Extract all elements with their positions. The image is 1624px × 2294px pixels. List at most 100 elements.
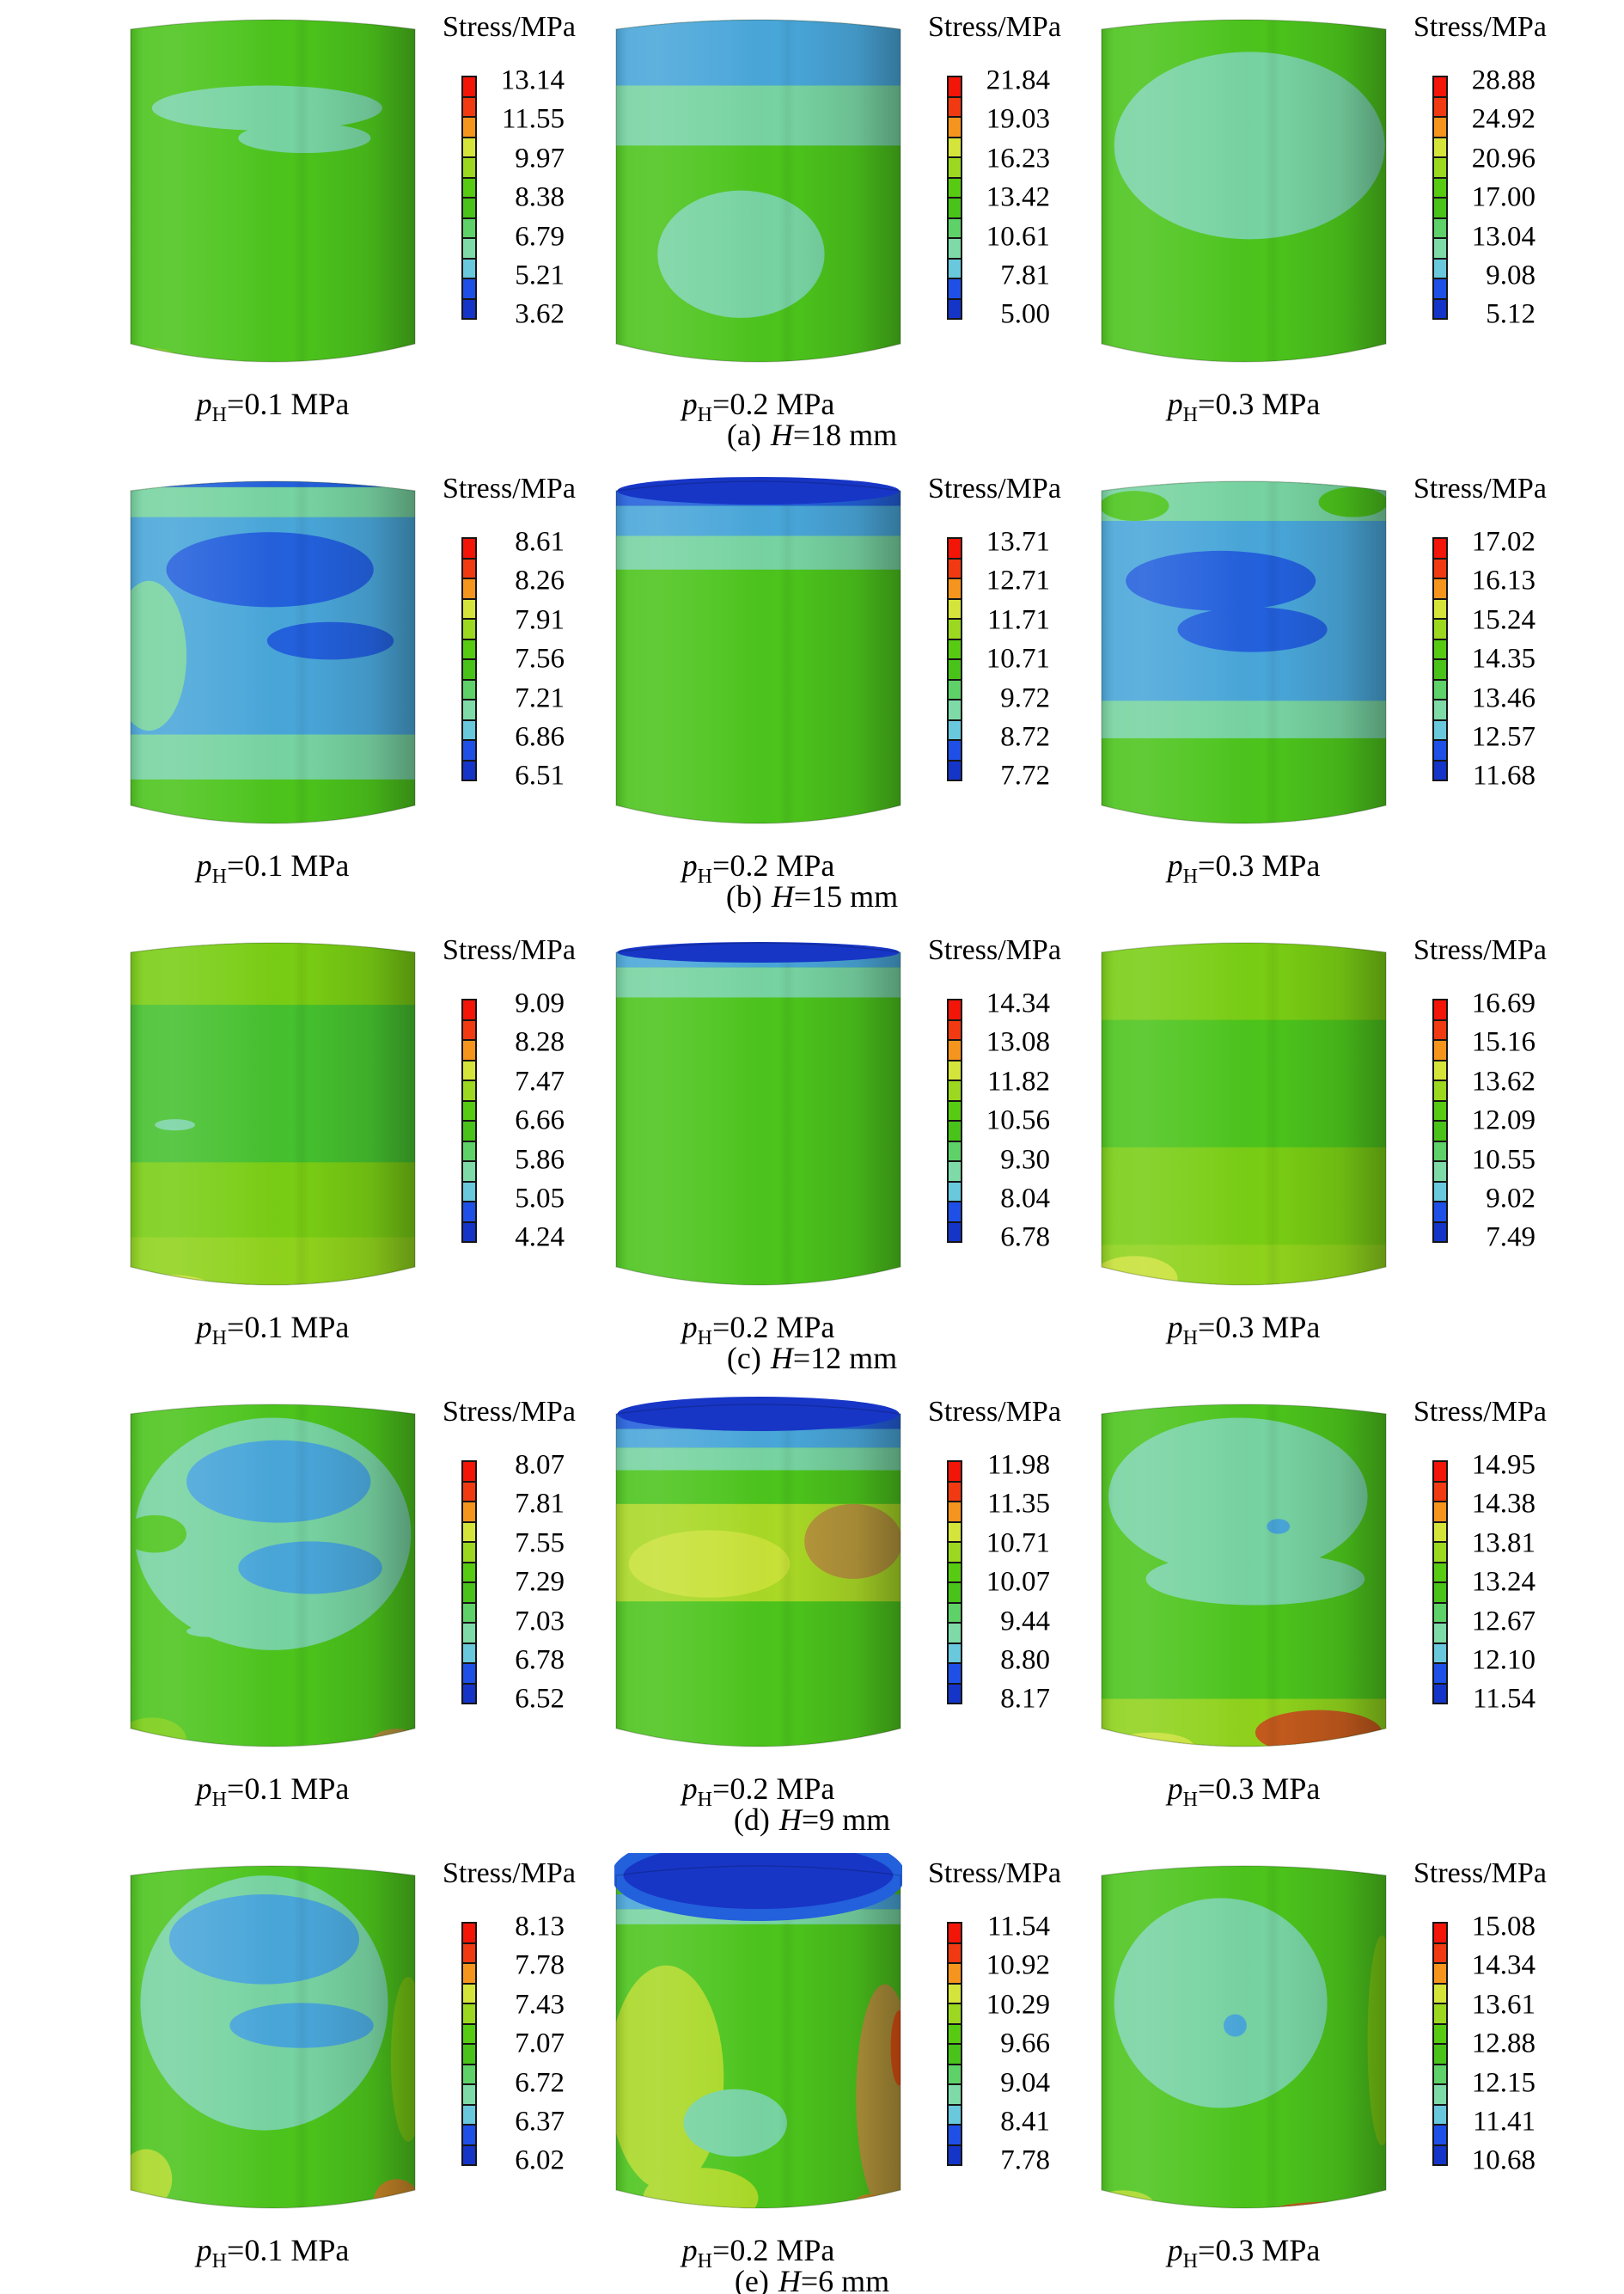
cylinder-outline <box>1101 1865 1387 2209</box>
cylinder-shading <box>1102 1404 1386 1746</box>
colorbar-tick-label: 13.42 <box>986 181 1050 213</box>
colorbar-segment <box>1434 156 1446 177</box>
colorbar-segment <box>463 618 475 639</box>
colorbar-tick-label: 9.30 <box>1000 1144 1050 1176</box>
colorbar-segment <box>1434 2103 1446 2124</box>
colorbar-tick-label: 8.07 <box>515 1449 565 1481</box>
colorbar-segment <box>463 759 475 780</box>
pressure-label: pH=0.2 MPa <box>614 1773 902 1810</box>
colorbar-tick-label: 5.86 <box>515 1144 565 1176</box>
pressure-subscript: H <box>697 404 713 427</box>
colorbar-tick-label: 9.04 <box>1000 2067 1050 2099</box>
colorbar-tick-label: 13.61 <box>1471 1989 1535 2021</box>
colorbar-tick-label: 7.43 <box>515 1989 565 2021</box>
colorbar-tick-label: 21.84 <box>986 64 1050 96</box>
caption-variable: H <box>778 1802 802 1837</box>
contour-panel: Stress/MPa 28.88 24.92 20.96 17.00 13.04 9.08 5… <box>1100 0 1585 462</box>
pressure-value: =0.3 MPa <box>1198 2233 1321 2267</box>
cylinder-shading <box>1102 20 1386 362</box>
colorbar-segment <box>949 1180 961 1201</box>
colorbar-segment <box>463 257 475 278</box>
colorbar-segment <box>463 1581 475 1602</box>
legend-title: Stress/MPa <box>1413 1857 1547 1889</box>
colorbar-segment <box>1434 1480 1446 1501</box>
colorbar-tick-label: 7.91 <box>515 604 565 636</box>
colorbar-segment <box>949 557 961 578</box>
pressure-value: =0.3 MPa <box>1198 387 1321 421</box>
colorbar-segment <box>949 1099 961 1120</box>
colorbar: 11.98 11.35 10.71 10.07 9.44 8.80 8.17 <box>928 1451 1084 1713</box>
colorbar-tick-label: 14.35 <box>1471 643 1535 675</box>
colorbar-segment <box>1434 1120 1446 1141</box>
colorbar-scale <box>461 537 477 781</box>
colorbar-segment <box>1434 1601 1446 1622</box>
cylinder-shading <box>616 1404 901 1746</box>
pressure-subscript: H <box>211 1789 228 1812</box>
colorbar-tick-label: 6.78 <box>1000 1221 1050 1253</box>
cylinder-contour-plot <box>614 1853 902 2209</box>
colorbar-tick-label: 9.09 <box>515 988 565 1019</box>
colorbar-tick-label: 14.34 <box>1471 1949 1535 1981</box>
legend-title: Stress/MPa <box>1413 1396 1547 1428</box>
colorbar-segment <box>949 2003 961 2023</box>
row-caption: (c) H=12 mm <box>0 1343 1624 1373</box>
colorbar-segment <box>949 2124 961 2144</box>
colorbar-segment <box>463 1080 475 1100</box>
cylinder-contour-plot <box>130 1404 416 1747</box>
stress-legend: Stress/MPa 17.02 16.13 15.24 14.35 13.46 12.57… <box>1413 472 1570 790</box>
colorbar-segment <box>949 1160 961 1181</box>
contour-blob <box>347 1278 415 1285</box>
colorbar-segment <box>463 739 475 760</box>
colorbar-segment <box>1434 658 1446 679</box>
cylinder-surface <box>131 943 415 1285</box>
colorbar: 8.07 7.81 7.55 7.29 7.03 6.78 6.52 <box>443 1451 599 1713</box>
colorbar-segment <box>949 719 961 739</box>
pressure-symbol: p <box>196 387 212 421</box>
cylinder-surface <box>616 1404 901 1746</box>
colorbar-segment <box>463 1201 475 1221</box>
pressure-label: pH=0.3 MPa <box>1100 387 1388 425</box>
colorbar-segment <box>463 597 475 618</box>
colorbar-tick-label: 8.28 <box>515 1026 565 1058</box>
colorbar-segment <box>463 176 475 197</box>
colorbar-tick-label: 8.38 <box>515 181 565 213</box>
colorbar-segment <box>1434 1180 1446 1201</box>
colorbar-segment <box>463 658 475 679</box>
cylinder-shading <box>131 1866 415 2208</box>
colorbar-segment <box>1434 1019 1446 1039</box>
colorbar-tick-label: 11.68 <box>1472 760 1535 792</box>
colorbar-segment <box>949 1942 961 1962</box>
cylinder-surface <box>616 20 901 362</box>
legend-title: Stress/MPa <box>1413 473 1547 505</box>
contour-panel: Stress/MPa 15.08 14.34 13.61 12.88 12.15 11.41… <box>1100 1846 1585 2294</box>
colorbar-segment <box>463 557 475 578</box>
pressure-subscript: H <box>211 1327 228 1350</box>
colorbar-tick-label: 6.79 <box>515 221 565 253</box>
contour-panel: Stress/MPa 11.98 11.35 10.71 10.07 9.44 8.80 8.… <box>614 1385 1100 1846</box>
caption-index: (d) <box>733 1802 770 1837</box>
pressure-label: pH=0.3 MPa <box>1100 850 1388 887</box>
caption-index: (b) <box>725 879 762 914</box>
caption-index: (c) <box>726 1341 761 1375</box>
colorbar-segment <box>1434 278 1446 298</box>
colorbar-segment <box>463 1924 475 1942</box>
colorbar-tick-label: 14.34 <box>986 988 1050 1019</box>
colorbar-segment <box>463 578 475 598</box>
colorbar-segment <box>463 539 475 558</box>
colorbar-segment <box>949 1561 961 1581</box>
colorbar-tick-label: 9.08 <box>1486 260 1535 291</box>
colorbar-tick-label: 17.02 <box>1471 526 1535 558</box>
colorbar-tick-label: 10.71 <box>986 1527 1050 1559</box>
colorbar-segment <box>949 1080 961 1100</box>
colorbar-segment <box>949 237 961 258</box>
colorbar-segment <box>463 719 475 739</box>
row-caption: (e) H=6 mm <box>0 2266 1624 2294</box>
colorbar-tick-label: 11.98 <box>986 1449 1050 1481</box>
colorbar-segment <box>463 1180 475 1201</box>
colorbar: 8.61 8.26 7.91 7.56 7.21 6.86 6.51 <box>443 528 599 790</box>
pressure-label: pH=0.1 MPa <box>129 2235 417 2272</box>
figure-row-c: Stress/MPa 9.09 8.28 7.47 6.66 5.86 5.05 4.24 pH… <box>0 923 1624 1385</box>
cylinder-surface <box>131 1404 415 1746</box>
cylinder-outline <box>1101 19 1387 363</box>
colorbar-segment <box>1434 739 1446 760</box>
